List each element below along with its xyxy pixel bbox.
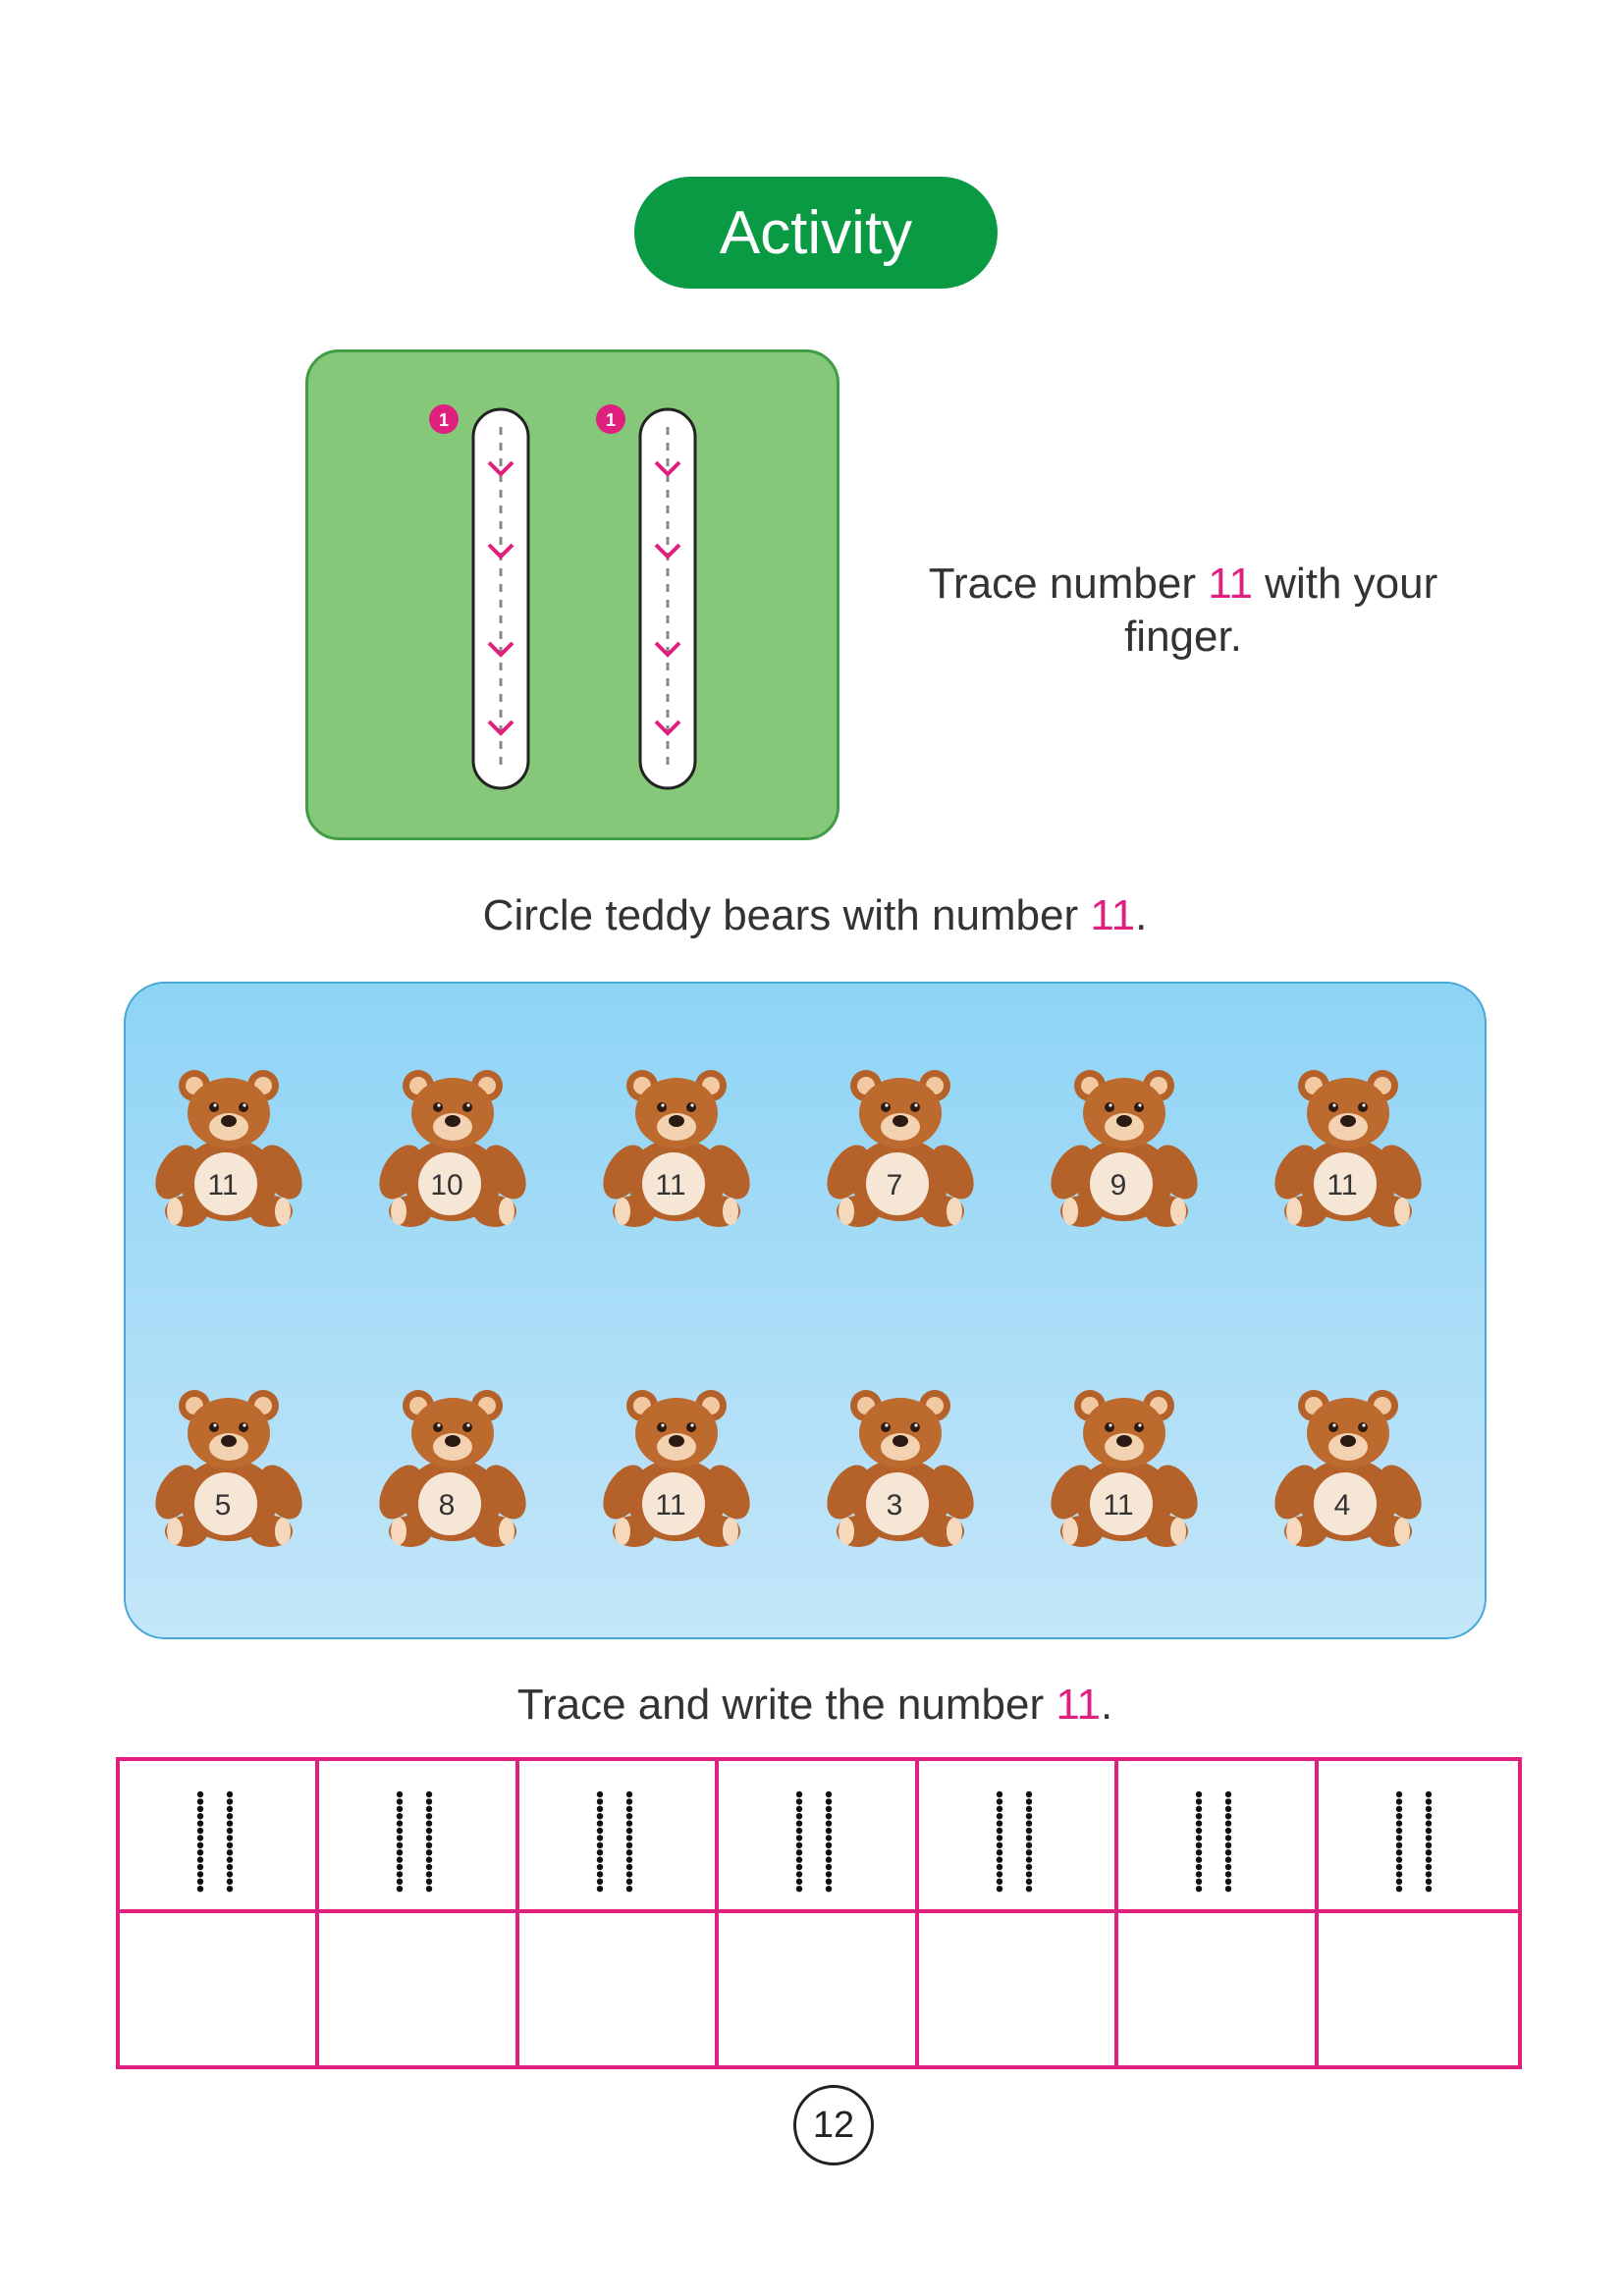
- teddy-bear[interactable]: 11: [603, 1064, 750, 1229]
- highlight-number: 11: [1090, 891, 1136, 939]
- write-cell[interactable]: [519, 1913, 720, 2065]
- teddy-bear-icon: [827, 1070, 974, 1227]
- trace-cell[interactable]: [518, 1761, 720, 1913]
- write-cell[interactable]: [1118, 1913, 1319, 2065]
- trace-cell[interactable]: [1118, 1761, 1319, 1913]
- teddy-bear[interactable]: 8: [379, 1384, 526, 1549]
- dotted-number-guide: [196, 1790, 234, 1893]
- teddy-bear[interactable]: 11: [155, 1064, 302, 1229]
- trace-cell[interactable]: [120, 1761, 320, 1913]
- dotted-number-guide: [1195, 1790, 1232, 1893]
- teddy-bear[interactable]: 7: [827, 1064, 974, 1229]
- trace-number-panel[interactable]: 1 1: [305, 349, 839, 840]
- write-cell[interactable]: [919, 1913, 1119, 2065]
- teddy-bear-number: 8: [438, 1489, 456, 1522]
- page-number: 12: [812, 2104, 855, 2146]
- start-marker-two-label: 1: [606, 410, 616, 430]
- teddy-bear-number: 4: [1333, 1489, 1351, 1522]
- teddy-bear-number: 11: [1326, 1169, 1358, 1201]
- circle-instruction: Circle teddy bears with number 11.: [482, 891, 1148, 939]
- start-marker-two: [596, 404, 625, 434]
- dotted-number-guide: [596, 1790, 633, 1893]
- stroke-two-arrows: [654, 460, 681, 736]
- write-cell[interactable]: [120, 1913, 320, 2065]
- page-number-badge: 12: [793, 2085, 874, 2165]
- teddy-bear-icon: [603, 1390, 750, 1547]
- stroke-one-arrows: [487, 460, 514, 736]
- teddy-bear[interactable]: 10: [379, 1064, 526, 1229]
- teddy-bear-icon: [379, 1390, 526, 1547]
- stroke-one-track: [471, 407, 530, 790]
- teddy-bear-icon: [1274, 1070, 1422, 1227]
- teddy-bear[interactable]: 11: [1274, 1064, 1422, 1229]
- teddy-bear-icon: [155, 1390, 302, 1547]
- teddy-bear-icon: [827, 1390, 974, 1547]
- highlight-number: 11: [1208, 560, 1253, 608]
- write-instruction: Trace and write the number 11.: [516, 1681, 1113, 1729]
- dotted-number-guide: [796, 1790, 833, 1893]
- teddy-bear-number: 11: [655, 1169, 686, 1201]
- activity-title-badge: Activity: [634, 177, 998, 289]
- teddy-bear[interactable]: 5: [155, 1384, 302, 1549]
- highlight-number: 11: [1056, 1681, 1102, 1729]
- write-cell[interactable]: [319, 1913, 519, 2065]
- start-marker-one-label: 1: [439, 410, 449, 430]
- dotted-number-guide: [996, 1790, 1032, 1893]
- teddy-bear-number: 3: [886, 1489, 903, 1522]
- teddy-bear[interactable]: 11: [1051, 1384, 1198, 1549]
- trace-instruction: Trace number 11 with your finger.: [928, 560, 1438, 661]
- teddy-bear[interactable]: 4: [1274, 1384, 1422, 1549]
- teddy-bear[interactable]: 9: [1051, 1064, 1198, 1229]
- teddy-bear-number: 11: [207, 1169, 239, 1201]
- teddy-bear-number: 5: [214, 1489, 232, 1522]
- teddy-bear-number: 9: [1110, 1169, 1127, 1201]
- trace-cell[interactable]: [319, 1761, 519, 1913]
- write-cell[interactable]: [1319, 1913, 1518, 2065]
- teddy-bear-number: 10: [430, 1169, 463, 1201]
- activity-title: Activity: [719, 198, 913, 267]
- teddy-bear-icon: [1051, 1390, 1198, 1547]
- teddy-bear-icon: [155, 1070, 302, 1227]
- write-cell[interactable]: [719, 1913, 919, 2065]
- teddy-bear-icon: [1051, 1070, 1198, 1227]
- trace-cell[interactable]: [1318, 1761, 1518, 1913]
- start-marker-one: [429, 404, 459, 434]
- dotted-number-guide: [1395, 1790, 1432, 1893]
- teddy-bear-icon: [379, 1070, 526, 1227]
- tracing-grid: [116, 1757, 1522, 2069]
- trace-cell[interactable]: [719, 1761, 919, 1913]
- teddy-bear-icon: [1274, 1390, 1422, 1547]
- teddy-bear-number: 7: [886, 1169, 903, 1201]
- trace-cell[interactable]: [918, 1761, 1119, 1913]
- dotted-number-guide: [397, 1790, 433, 1893]
- teddy-bear[interactable]: 3: [827, 1384, 974, 1549]
- teddy-bear-number: 11: [1103, 1489, 1134, 1522]
- teddy-bear[interactable]: 11: [603, 1384, 750, 1549]
- teddy-bear-icon: [603, 1070, 750, 1227]
- teddy-bear-panel: 11 10 11 7: [124, 982, 1487, 1639]
- tracing-strokes: 1 1: [429, 404, 697, 790]
- teddy-bear-number: 11: [655, 1489, 686, 1522]
- stroke-two-track: [638, 407, 697, 790]
